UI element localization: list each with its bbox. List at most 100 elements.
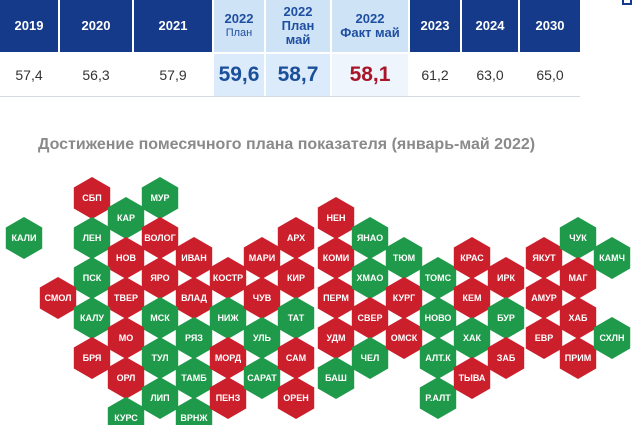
region-hex-label: МАРИ bbox=[249, 253, 275, 263]
region-hex-label: ЧЕЛ bbox=[361, 353, 380, 363]
region-hex-21: ТАМБ bbox=[175, 357, 213, 399]
region-hex-label: КОСТР bbox=[213, 273, 243, 283]
region-hex-22: ЛИП bbox=[141, 377, 179, 419]
region-hex-label: РЯЗ bbox=[185, 333, 203, 343]
region-hex-47: ТЮМ bbox=[385, 237, 423, 279]
region-hex-15: МСК bbox=[141, 297, 179, 339]
region-hex-label: МСК bbox=[150, 313, 170, 323]
region-hex-label: КУРГ bbox=[393, 293, 415, 303]
region-hex-60: ЗАБ bbox=[487, 337, 525, 379]
region-hex-65: МАГ bbox=[559, 257, 597, 299]
region-hex-shape bbox=[593, 317, 631, 359]
region-hex-43: ЯНАО bbox=[351, 217, 389, 259]
region-hex-label: ЯНАО bbox=[357, 233, 383, 243]
region-hex-23: КУРС bbox=[107, 397, 145, 425]
region-hex-25: КОСТР bbox=[209, 257, 247, 299]
header-2024: 2024 bbox=[462, 0, 518, 52]
region-hex-16: МО bbox=[107, 317, 145, 359]
region-hex-label: ТЫВА bbox=[459, 373, 486, 383]
value-2019: 57,4 bbox=[15, 67, 43, 83]
region-hex-20: ОРЛ bbox=[107, 357, 145, 399]
region-hex-shape bbox=[317, 197, 355, 239]
region-hex-shape bbox=[559, 217, 597, 259]
region-hex-shape bbox=[243, 317, 281, 359]
region-hex-label: СХЛН bbox=[600, 333, 625, 343]
region-hex-13: ВЛАД bbox=[175, 277, 213, 319]
region-hex-label: БАШ bbox=[325, 373, 347, 383]
region-hex-label: СМОЛ bbox=[45, 293, 72, 303]
region-hex-shape bbox=[277, 257, 315, 299]
value-2020: 56,3 bbox=[82, 67, 110, 83]
region-hex-label: ВРНЖ bbox=[180, 413, 208, 423]
region-hex-shape bbox=[525, 277, 563, 319]
region-hex-shape bbox=[141, 177, 179, 219]
region-hex-68: КАМЧ bbox=[593, 237, 631, 279]
region-hex-41: УДМ bbox=[317, 317, 355, 359]
region-hex-label: АРХ bbox=[287, 233, 305, 243]
region-hex-label: ЧУК bbox=[569, 233, 587, 243]
region-hex-label: КАЛУ bbox=[80, 313, 104, 323]
region-hex-label: МОРД bbox=[215, 353, 242, 363]
region-hex-label: МО bbox=[119, 333, 134, 343]
region-hex-shape bbox=[277, 377, 315, 419]
region-hex-17: РЯЗ bbox=[175, 317, 213, 359]
region-hex-label: ЛИП bbox=[150, 393, 169, 403]
region-hex-shape bbox=[107, 277, 145, 319]
region-hex-shape bbox=[141, 337, 179, 379]
region-hex-shape bbox=[487, 257, 525, 299]
region-hex-label: СВЕР bbox=[357, 313, 382, 323]
region-hex-shape bbox=[141, 297, 179, 339]
region-hex-shape bbox=[487, 297, 525, 339]
region-hex-9: ПСК bbox=[73, 257, 111, 299]
region-hex-label: МУР bbox=[150, 193, 169, 203]
region-hex-shape bbox=[209, 257, 247, 299]
region-hex-69: СХЛН bbox=[593, 317, 631, 359]
region-hex-61: ЯКУТ bbox=[525, 237, 563, 279]
region-hex-shape bbox=[141, 217, 179, 259]
region-hex-5: ЛЕН bbox=[73, 217, 111, 259]
region-hex-62: АМУР bbox=[525, 277, 563, 319]
region-hex-3: МУР bbox=[141, 177, 179, 219]
region-hex-label: КРАС bbox=[460, 253, 484, 263]
region-hex-50: ТОМС bbox=[419, 257, 457, 299]
region-hex-label: ОРЛ bbox=[117, 373, 136, 383]
region-hex-label: ВЛАД bbox=[181, 293, 207, 303]
value-2023: 61,2 bbox=[421, 67, 449, 83]
value-2021: 57,9 bbox=[159, 67, 187, 83]
region-hex-shape bbox=[107, 397, 145, 425]
region-hex-27: МОРД bbox=[209, 337, 247, 379]
region-hex-shape bbox=[453, 357, 491, 399]
region-hex-label: КАР bbox=[117, 213, 135, 223]
region-hex-label: МАГ bbox=[568, 273, 587, 283]
region-hex-38: НЕН bbox=[317, 197, 355, 239]
region-hex-label: ПРИМ bbox=[565, 353, 591, 363]
region-hex-shape bbox=[209, 377, 247, 419]
region-hex-label: САРАТ bbox=[247, 373, 277, 383]
region-hex-59: БУР bbox=[487, 297, 525, 339]
region-hex-shape bbox=[107, 317, 145, 359]
region-hex-label: БУР bbox=[497, 313, 515, 323]
region-hex-label: ТВЕР bbox=[114, 293, 138, 303]
region-hex-shape bbox=[175, 357, 213, 399]
region-hex-label: ЗАБ bbox=[497, 353, 516, 363]
value-2022-plan: 59,6 bbox=[214, 54, 264, 96]
region-hex-label: ЯКУТ bbox=[532, 253, 556, 263]
region-hex-49: ОМСК bbox=[385, 317, 423, 359]
value-2022-fact-may: 58,1 bbox=[332, 54, 408, 96]
region-hex-label: ТОМС bbox=[425, 273, 452, 283]
region-hex-label: САМ bbox=[286, 353, 306, 363]
region-hex-shape bbox=[73, 257, 111, 299]
region-hex-label: ВОЛОГ bbox=[144, 233, 175, 243]
header-2023: 2023 bbox=[410, 0, 460, 52]
region-hex-label: ИРК bbox=[497, 273, 515, 283]
region-hex-shape bbox=[559, 257, 597, 299]
region-hex-label: ХАБ bbox=[569, 313, 589, 323]
region-hex-57: ТЫВА bbox=[453, 357, 491, 399]
region-hex-label: ИВАН bbox=[181, 253, 207, 263]
region-hex-label: ЧУВ bbox=[253, 293, 272, 303]
region-hex-63: ЕВР bbox=[525, 317, 563, 359]
region-hex-66: ХАБ bbox=[559, 297, 597, 339]
region-hex-label: БРЯ bbox=[83, 353, 102, 363]
region-hex-shape bbox=[107, 197, 145, 239]
region-hex-label: ТАМБ bbox=[181, 373, 207, 383]
